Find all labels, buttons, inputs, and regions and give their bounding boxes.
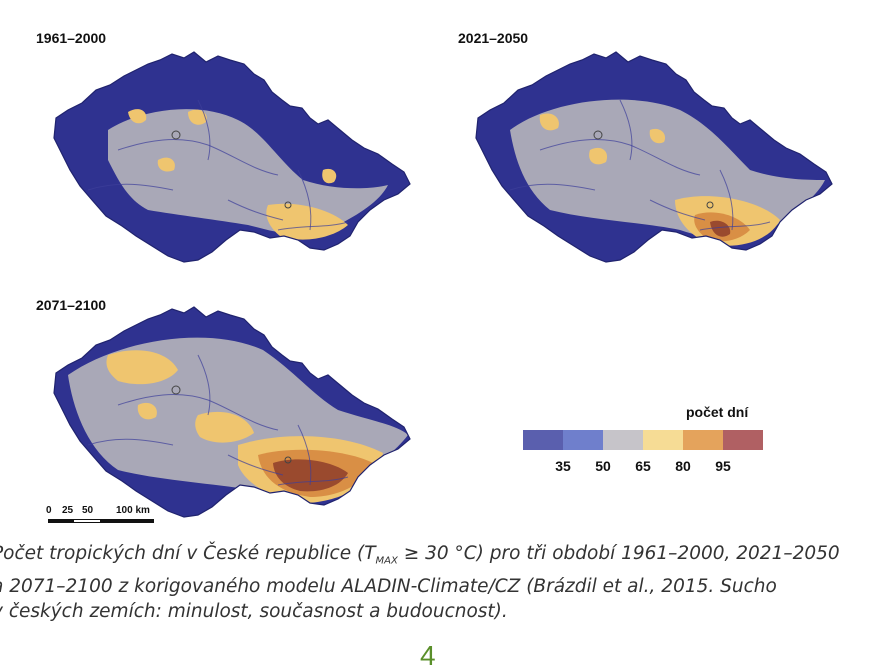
map-river: [197, 99, 211, 161]
caption-line-1: Počet tropických dní v České republice (…: [0, 543, 840, 567]
scale-tick-label: 0: [46, 505, 52, 516]
czech-map-2071-2100: [53, 306, 411, 518]
legend-swatch: [563, 430, 603, 450]
map-region-dark: [710, 220, 731, 237]
map-region-light-orange: [539, 113, 559, 131]
map-region-light-orange: [106, 350, 178, 385]
map-river: [297, 169, 312, 231]
legend-tick-label: 95: [715, 458, 731, 474]
legend-tick-label: 35: [555, 458, 571, 474]
map-river: [649, 199, 706, 221]
legend-swatch: [643, 430, 683, 450]
country-border: [53, 51, 411, 263]
map-river: [539, 139, 701, 176]
map-region-gray: [108, 109, 388, 235]
scale-tick-label: 50: [82, 505, 94, 516]
city-marker: [593, 130, 603, 140]
legend-title: počet dní: [686, 404, 749, 420]
caption-line-2: a 2071–2100 z korigovaného modelu ALADIN…: [0, 575, 777, 597]
page-number: 4: [420, 640, 436, 671]
map-river: [277, 476, 349, 486]
map-river: [117, 139, 279, 176]
scale-tick-label: 100 km: [116, 505, 150, 516]
czech-map-2021-2050: [475, 51, 833, 263]
legend-color-bar: [523, 430, 763, 450]
map-region-light-orange: [322, 168, 337, 184]
city-marker: [284, 456, 292, 464]
legend-tick-label: 65: [635, 458, 651, 474]
map-region-light-orange: [266, 203, 348, 240]
map-region-light-orange: [137, 402, 157, 420]
legend-tick-label: 50: [595, 458, 611, 474]
city-marker: [706, 201, 714, 209]
map-river: [619, 99, 633, 161]
scale-segment: [100, 519, 154, 523]
scale-tick-label: 25: [62, 505, 74, 516]
map-region-light-orange: [157, 157, 175, 172]
map-river: [699, 221, 771, 231]
map-river: [509, 183, 596, 191]
map-river: [277, 221, 349, 231]
map-river: [227, 199, 284, 221]
map-region-light-orange: [195, 411, 254, 443]
country-border: [53, 306, 411, 518]
map-region-light-orange: [649, 128, 666, 144]
caption-line-3: v českých zemích: minulost, současnost a…: [0, 600, 508, 622]
figure-caption: Počet tropických dní v České republice (…: [0, 541, 870, 624]
map-river: [117, 394, 279, 431]
legend-swatch: [603, 430, 643, 450]
map-river: [87, 438, 174, 446]
period-label: 1961–2000: [36, 30, 107, 46]
map-river: [227, 454, 284, 476]
map-region-light-orange: [128, 109, 147, 124]
scale-segment: [74, 519, 100, 523]
period-label: 2021–2050: [458, 30, 529, 46]
legend-swatch: [683, 430, 723, 450]
czech-map-1961-2000: [53, 51, 411, 263]
map-river: [719, 169, 734, 231]
legend-swatch: [723, 430, 763, 450]
scale-segment: [48, 519, 74, 523]
scale-bar: 0 25 50 100 km: [46, 505, 208, 535]
period-label: 2071–2100: [36, 297, 107, 313]
legend-swatch: [523, 430, 563, 450]
city-marker: [171, 385, 181, 395]
map-region-light-orange: [589, 147, 608, 165]
city-marker: [171, 130, 181, 140]
city-marker: [284, 201, 292, 209]
legend-tick-label: 80: [675, 458, 691, 474]
map-region-light-orange: [188, 109, 207, 125]
map-river: [197, 354, 211, 416]
map-river: [87, 183, 174, 191]
map-river: [297, 424, 312, 486]
country-border: [475, 51, 833, 263]
